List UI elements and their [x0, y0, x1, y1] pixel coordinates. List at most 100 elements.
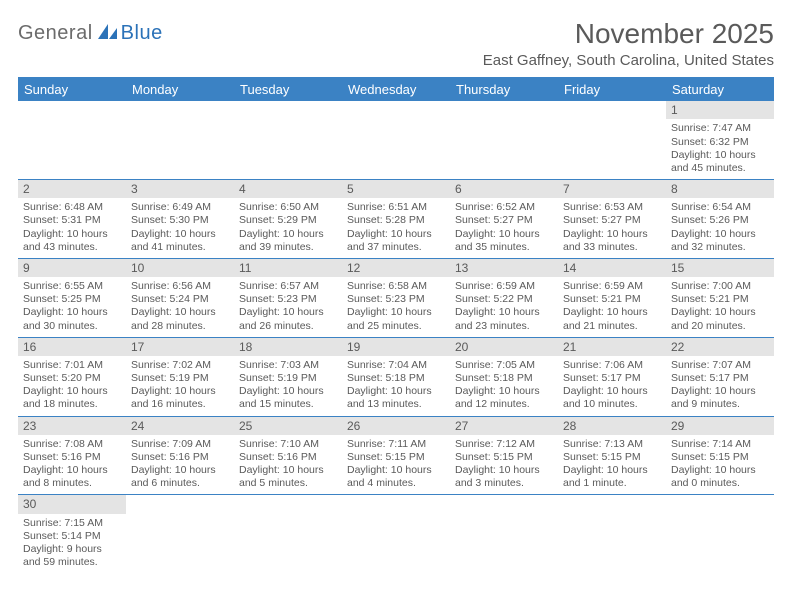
daylight-line: Daylight: 10 hours and 20 minutes. [671, 306, 769, 332]
calendar-day-cell: 23Sunrise: 7:08 AMSunset: 5:16 PMDayligh… [18, 416, 126, 495]
calendar-day-cell: 22Sunrise: 7:07 AMSunset: 5:17 PMDayligh… [666, 337, 774, 416]
sunrise-line: Sunrise: 7:15 AM [23, 517, 121, 530]
sunset-line: Sunset: 5:15 PM [671, 451, 769, 464]
calendar-row: 2Sunrise: 6:48 AMSunset: 5:31 PMDaylight… [18, 179, 774, 258]
daylight-line: Daylight: 10 hours and 4 minutes. [347, 464, 445, 490]
daylight-line: Daylight: 10 hours and 32 minutes. [671, 228, 769, 254]
sunset-line: Sunset: 5:18 PM [455, 372, 553, 385]
sunrise-line: Sunrise: 6:57 AM [239, 280, 337, 293]
sunset-line: Sunset: 5:31 PM [23, 214, 121, 227]
sunrise-line: Sunrise: 7:12 AM [455, 438, 553, 451]
sunrise-line: Sunrise: 6:59 AM [455, 280, 553, 293]
sunrise-line: Sunrise: 6:52 AM [455, 201, 553, 214]
day-details: Sunrise: 7:04 AMSunset: 5:18 PMDaylight:… [342, 356, 450, 416]
calendar-day-cell: 15Sunrise: 7:00 AMSunset: 5:21 PMDayligh… [666, 258, 774, 337]
calendar-day-cell: 29Sunrise: 7:14 AMSunset: 5:15 PMDayligh… [666, 416, 774, 495]
day-number: 20 [450, 338, 558, 356]
weekday-header: Wednesday [342, 78, 450, 102]
calendar-day-cell: 28Sunrise: 7:13 AMSunset: 5:15 PMDayligh… [558, 416, 666, 495]
sunrise-line: Sunrise: 6:59 AM [563, 280, 661, 293]
day-details: Sunrise: 6:53 AMSunset: 5:27 PMDaylight:… [558, 198, 666, 258]
sunset-line: Sunset: 5:19 PM [131, 372, 229, 385]
day-details: Sunrise: 6:56 AMSunset: 5:24 PMDaylight:… [126, 277, 234, 337]
sunset-line: Sunset: 5:15 PM [347, 451, 445, 464]
calendar-day-cell: 27Sunrise: 7:12 AMSunset: 5:15 PMDayligh… [450, 416, 558, 495]
sunrise-line: Sunrise: 7:05 AM [455, 359, 553, 372]
daylight-line: Daylight: 10 hours and 1 minute. [563, 464, 661, 490]
calendar-day-cell: 17Sunrise: 7:02 AMSunset: 5:19 PMDayligh… [126, 337, 234, 416]
title-block: November 2025 East Gaffney, South Caroli… [483, 18, 774, 69]
calendar-empty-cell [18, 101, 126, 179]
sunset-line: Sunset: 5:19 PM [239, 372, 337, 385]
calendar-day-cell: 20Sunrise: 7:05 AMSunset: 5:18 PMDayligh… [450, 337, 558, 416]
calendar-day-cell: 25Sunrise: 7:10 AMSunset: 5:16 PMDayligh… [234, 416, 342, 495]
sunset-line: Sunset: 5:30 PM [131, 214, 229, 227]
daylight-line: Daylight: 10 hours and 9 minutes. [671, 385, 769, 411]
sunrise-line: Sunrise: 7:14 AM [671, 438, 769, 451]
day-number: 17 [126, 338, 234, 356]
daylight-line: Daylight: 10 hours and 45 minutes. [671, 149, 769, 175]
day-details: Sunrise: 7:05 AMSunset: 5:18 PMDaylight:… [450, 356, 558, 416]
weekday-header: Thursday [450, 78, 558, 102]
daylight-line: Daylight: 10 hours and 3 minutes. [455, 464, 553, 490]
weekday-header: Tuesday [234, 78, 342, 102]
day-details: Sunrise: 7:02 AMSunset: 5:19 PMDaylight:… [126, 356, 234, 416]
sunset-line: Sunset: 5:27 PM [563, 214, 661, 227]
day-details: Sunrise: 7:00 AMSunset: 5:21 PMDaylight:… [666, 277, 774, 337]
day-number: 27 [450, 417, 558, 435]
daylight-line: Daylight: 10 hours and 13 minutes. [347, 385, 445, 411]
sunrise-line: Sunrise: 7:06 AM [563, 359, 661, 372]
calendar-empty-cell [558, 495, 666, 573]
sunset-line: Sunset: 5:20 PM [23, 372, 121, 385]
daylight-line: Daylight: 10 hours and 26 minutes. [239, 306, 337, 332]
sunrise-line: Sunrise: 6:55 AM [23, 280, 121, 293]
day-details: Sunrise: 7:03 AMSunset: 5:19 PMDaylight:… [234, 356, 342, 416]
sunrise-line: Sunrise: 6:53 AM [563, 201, 661, 214]
day-number: 18 [234, 338, 342, 356]
location: East Gaffney, South Carolina, United Sta… [483, 52, 774, 69]
calendar-day-cell: 16Sunrise: 7:01 AMSunset: 5:20 PMDayligh… [18, 337, 126, 416]
calendar-empty-cell [342, 495, 450, 573]
sunset-line: Sunset: 5:17 PM [563, 372, 661, 385]
day-details: Sunrise: 6:51 AMSunset: 5:28 PMDaylight:… [342, 198, 450, 258]
day-details: Sunrise: 6:50 AMSunset: 5:29 PMDaylight:… [234, 198, 342, 258]
day-details: Sunrise: 7:15 AMSunset: 5:14 PMDaylight:… [18, 514, 126, 574]
sunrise-line: Sunrise: 7:07 AM [671, 359, 769, 372]
day-details: Sunrise: 7:06 AMSunset: 5:17 PMDaylight:… [558, 356, 666, 416]
daylight-line: Daylight: 10 hours and 21 minutes. [563, 306, 661, 332]
logo-sail-icon [97, 22, 119, 45]
daylight-line: Daylight: 10 hours and 10 minutes. [563, 385, 661, 411]
sunset-line: Sunset: 5:17 PM [671, 372, 769, 385]
logo-text-general: General [18, 22, 93, 45]
day-number: 11 [234, 259, 342, 277]
day-number: 2 [18, 180, 126, 198]
calendar-day-cell: 9Sunrise: 6:55 AMSunset: 5:25 PMDaylight… [18, 258, 126, 337]
sunrise-line: Sunrise: 7:11 AM [347, 438, 445, 451]
sunrise-line: Sunrise: 7:09 AM [131, 438, 229, 451]
calendar-day-cell: 12Sunrise: 6:58 AMSunset: 5:23 PMDayligh… [342, 258, 450, 337]
calendar-row: 30Sunrise: 7:15 AMSunset: 5:14 PMDayligh… [18, 495, 774, 573]
day-details: Sunrise: 7:13 AMSunset: 5:15 PMDaylight:… [558, 435, 666, 495]
calendar-empty-cell [126, 101, 234, 179]
day-details: Sunrise: 7:47 AMSunset: 6:32 PMDaylight:… [666, 119, 774, 179]
weekday-header: Sunday [18, 78, 126, 102]
sunset-line: Sunset: 5:28 PM [347, 214, 445, 227]
daylight-line: Daylight: 10 hours and 28 minutes. [131, 306, 229, 332]
day-details: Sunrise: 6:55 AMSunset: 5:25 PMDaylight:… [18, 277, 126, 337]
day-number: 8 [666, 180, 774, 198]
day-details: Sunrise: 7:11 AMSunset: 5:15 PMDaylight:… [342, 435, 450, 495]
day-number: 3 [126, 180, 234, 198]
day-details: Sunrise: 7:10 AMSunset: 5:16 PMDaylight:… [234, 435, 342, 495]
calendar-empty-cell [558, 101, 666, 179]
calendar-row: 9Sunrise: 6:55 AMSunset: 5:25 PMDaylight… [18, 258, 774, 337]
day-number: 16 [18, 338, 126, 356]
day-number: 29 [666, 417, 774, 435]
day-details: Sunrise: 7:09 AMSunset: 5:16 PMDaylight:… [126, 435, 234, 495]
header: General Blue November 2025 East Gaffney,… [18, 18, 774, 69]
day-details: Sunrise: 7:07 AMSunset: 5:17 PMDaylight:… [666, 356, 774, 416]
daylight-line: Daylight: 10 hours and 18 minutes. [23, 385, 121, 411]
sunset-line: Sunset: 5:16 PM [239, 451, 337, 464]
sunrise-line: Sunrise: 7:08 AM [23, 438, 121, 451]
calendar-empty-cell [450, 101, 558, 179]
sunset-line: Sunset: 5:26 PM [671, 214, 769, 227]
